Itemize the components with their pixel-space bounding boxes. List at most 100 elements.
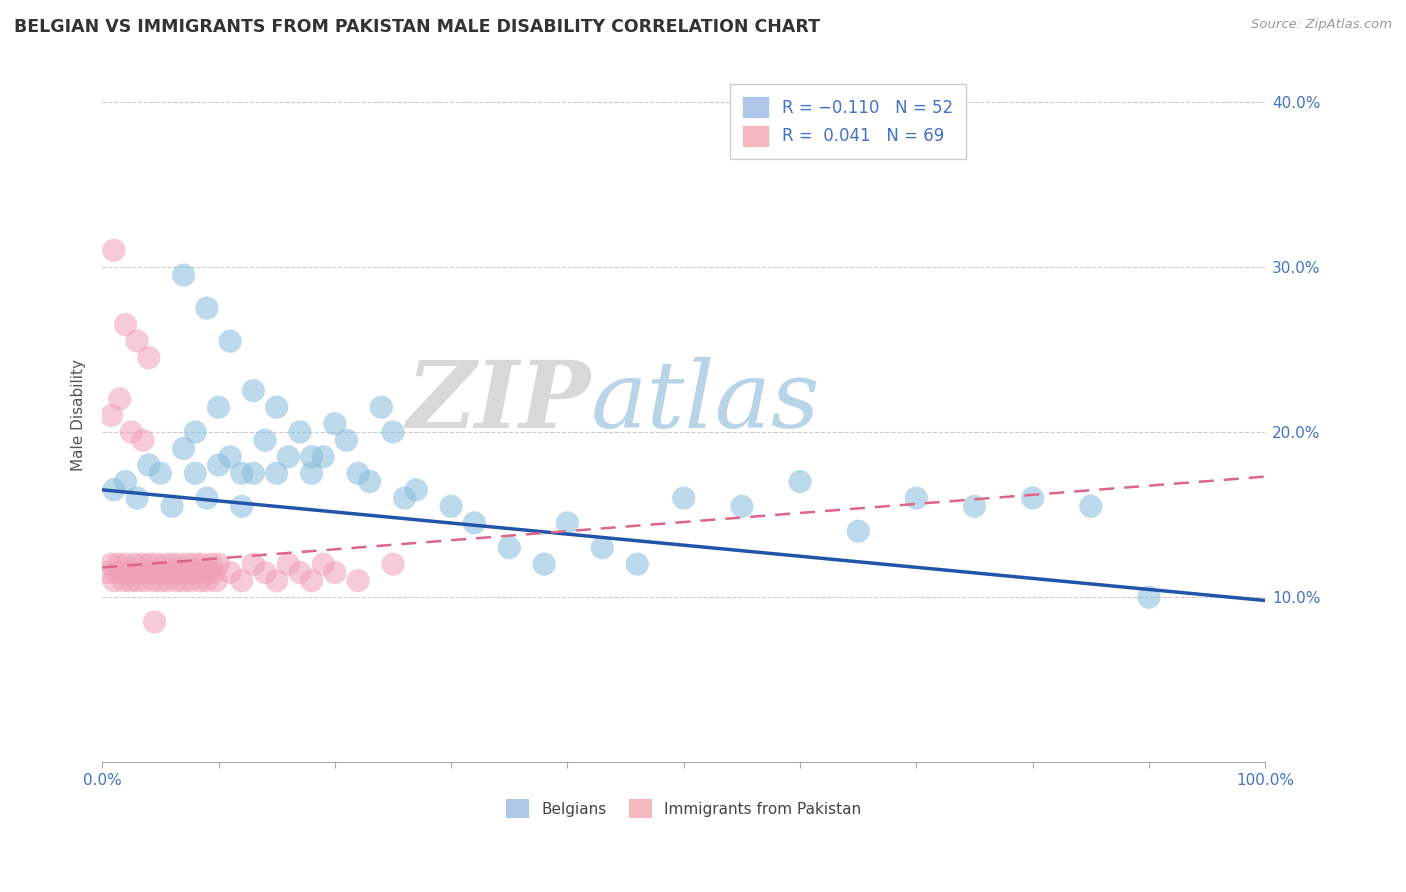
Point <box>905 491 928 505</box>
Point <box>142 574 165 588</box>
Point <box>381 557 404 571</box>
Point <box>103 483 125 497</box>
Point <box>202 566 225 580</box>
Point <box>187 566 209 580</box>
Point <box>207 557 229 571</box>
Point <box>381 425 404 439</box>
Point <box>195 574 218 588</box>
Point <box>254 566 277 580</box>
Point <box>145 557 167 571</box>
Point <box>110 566 132 580</box>
Point <box>138 557 160 571</box>
Point <box>394 491 416 505</box>
Text: atlas: atlas <box>591 357 820 447</box>
Point <box>127 334 149 348</box>
Point <box>112 574 135 588</box>
Point <box>219 566 242 580</box>
Point <box>149 467 172 481</box>
Point <box>288 566 311 580</box>
Point <box>117 566 139 580</box>
Point <box>219 334 242 348</box>
Text: BELGIAN VS IMMIGRANTS FROM PAKISTAN MALE DISABILITY CORRELATION CHART: BELGIAN VS IMMIGRANTS FROM PAKISTAN MALE… <box>14 18 820 36</box>
Point <box>301 574 323 588</box>
Point <box>132 574 155 588</box>
Point <box>195 491 218 505</box>
Point <box>191 557 214 571</box>
Point <box>370 401 392 415</box>
Point <box>533 557 555 571</box>
Point <box>100 409 122 423</box>
Point <box>347 467 370 481</box>
Point <box>266 401 288 415</box>
Point <box>100 557 122 571</box>
Point <box>124 557 146 571</box>
Point <box>114 318 136 332</box>
Point <box>347 574 370 588</box>
Point <box>127 491 149 505</box>
Point <box>440 500 463 514</box>
Point <box>159 566 181 580</box>
Point <box>219 450 242 464</box>
Point <box>97 566 120 580</box>
Point <box>359 475 381 489</box>
Point <box>167 557 190 571</box>
Point <box>242 557 264 571</box>
Point <box>193 566 215 580</box>
Point <box>301 467 323 481</box>
Point <box>135 566 157 580</box>
Point <box>181 566 204 580</box>
Point <box>207 401 229 415</box>
Point <box>557 516 579 530</box>
Point <box>846 524 869 538</box>
Point <box>173 442 195 456</box>
Point <box>277 557 299 571</box>
Point <box>107 557 129 571</box>
Point <box>591 541 613 555</box>
Point <box>177 557 200 571</box>
Point <box>103 244 125 258</box>
Point <box>156 574 179 588</box>
Point <box>184 557 207 571</box>
Point <box>231 500 253 514</box>
Point <box>789 475 811 489</box>
Point <box>131 557 153 571</box>
Point <box>166 574 188 588</box>
Point <box>114 475 136 489</box>
Point <box>266 574 288 588</box>
Point <box>184 467 207 481</box>
Point <box>152 566 174 580</box>
Point <box>200 557 222 571</box>
Text: Source: ZipAtlas.com: Source: ZipAtlas.com <box>1251 18 1392 31</box>
Point <box>132 434 155 448</box>
Point <box>173 574 195 588</box>
Point <box>335 434 357 448</box>
Point <box>138 351 160 365</box>
Point <box>105 566 128 580</box>
Point <box>288 425 311 439</box>
Point <box>231 574 253 588</box>
Point <box>114 557 136 571</box>
Point <box>731 500 754 514</box>
Point <box>188 574 211 588</box>
Point <box>672 491 695 505</box>
Point <box>120 425 142 439</box>
Point <box>184 425 207 439</box>
Point <box>195 301 218 315</box>
Point <box>146 566 169 580</box>
Point <box>128 566 150 580</box>
Point <box>1080 500 1102 514</box>
Point <box>498 541 520 555</box>
Point <box>198 566 221 580</box>
Point <box>103 574 125 588</box>
Text: ZIP: ZIP <box>406 357 591 447</box>
Point <box>120 574 142 588</box>
Point <box>963 500 986 514</box>
Point <box>127 574 149 588</box>
Point <box>139 566 162 580</box>
Point <box>266 467 288 481</box>
Point <box>1137 591 1160 605</box>
Point <box>463 516 485 530</box>
Point <box>254 434 277 448</box>
Point <box>170 566 193 580</box>
Point <box>160 500 183 514</box>
